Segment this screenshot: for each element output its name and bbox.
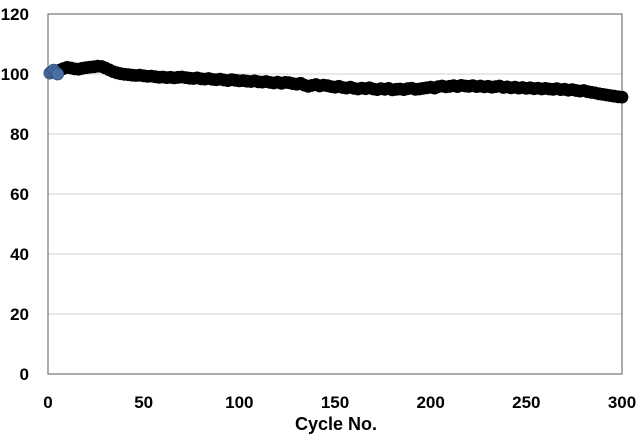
x-axis-title: Cycle No. xyxy=(295,414,377,434)
plot-area-frame xyxy=(47,13,623,375)
series-1 xyxy=(53,59,629,104)
x-tick-label: 200 xyxy=(416,393,444,412)
x-tick-label: 100 xyxy=(225,393,253,412)
y-tick-label: 60 xyxy=(10,185,29,204)
x-tick-label: 50 xyxy=(134,393,153,412)
data-point xyxy=(51,67,64,81)
x-axis-ticks: 0 50 100 150 200 250 300 xyxy=(43,393,636,412)
data-series xyxy=(43,59,629,104)
x-tick-label: 250 xyxy=(512,393,540,412)
y-tick-label: 80 xyxy=(10,125,29,144)
y-axis-ticks: 0 20 40 60 80 100 120 xyxy=(1,5,29,384)
x-tick-label: 0 xyxy=(43,393,52,412)
y-tick-label: 100 xyxy=(1,65,29,84)
y-tick-label: 120 xyxy=(1,5,29,24)
series-0 xyxy=(43,63,64,81)
y-tick-label: 0 xyxy=(20,365,29,384)
x-tick-label: 300 xyxy=(608,393,636,412)
y-tick-label: 20 xyxy=(10,305,29,324)
x-tick-label: 150 xyxy=(321,393,349,412)
y-tick-label: 40 xyxy=(10,245,29,264)
grid-lines xyxy=(48,73,622,315)
data-point xyxy=(615,90,629,104)
